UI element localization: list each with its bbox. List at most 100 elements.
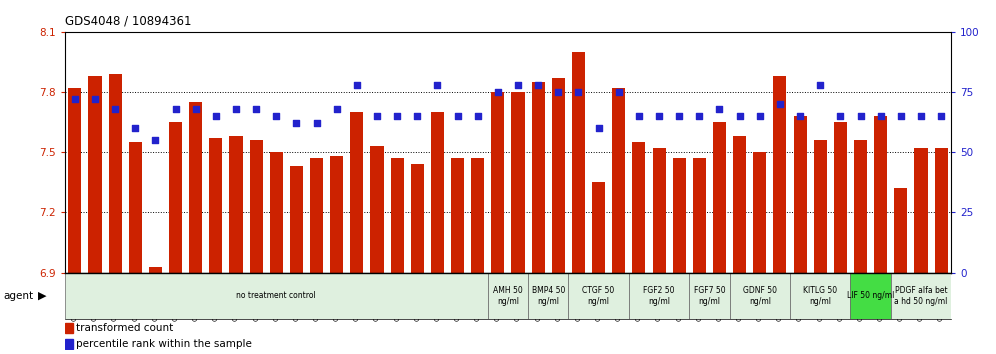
- Text: FGF7 50
ng/ml: FGF7 50 ng/ml: [693, 286, 725, 306]
- Bar: [814, 140, 827, 273]
- Point: [792, 113, 808, 119]
- Point: [711, 106, 727, 112]
- Bar: [89, 76, 102, 273]
- Bar: [65, 339, 73, 349]
- Point: [752, 113, 768, 119]
- Bar: [390, 158, 403, 273]
- Bar: [250, 140, 263, 273]
- Bar: [572, 52, 585, 273]
- Text: GDNF 50
ng/ml: GDNF 50 ng/ml: [743, 286, 777, 306]
- Bar: [569, 273, 628, 319]
- Point: [933, 113, 949, 119]
- Bar: [65, 324, 73, 333]
- Text: KITLG 50
ng/ml: KITLG 50 ng/ml: [803, 286, 838, 306]
- Bar: [528, 273, 569, 319]
- Bar: [65, 273, 488, 319]
- Point: [370, 113, 385, 119]
- Point: [289, 120, 305, 126]
- Point: [228, 106, 244, 112]
- Point: [833, 113, 849, 119]
- Text: PDGF alfa bet
a hd 50 ng/ml: PDGF alfa bet a hd 50 ng/ml: [894, 286, 947, 306]
- Bar: [592, 182, 606, 273]
- Bar: [773, 76, 787, 273]
- Point: [87, 96, 103, 102]
- Point: [147, 137, 163, 143]
- Point: [67, 96, 83, 102]
- Bar: [851, 273, 890, 319]
- Bar: [729, 273, 790, 319]
- Point: [571, 89, 587, 95]
- Point: [429, 82, 445, 88]
- Bar: [914, 148, 927, 273]
- Point: [872, 113, 888, 119]
- Point: [208, 113, 224, 119]
- Text: GDS4048 / 10894361: GDS4048 / 10894361: [65, 14, 191, 27]
- Bar: [890, 273, 951, 319]
- Bar: [874, 116, 887, 273]
- Bar: [552, 78, 565, 273]
- Text: LIF 50 ng/ml: LIF 50 ng/ml: [847, 291, 894, 300]
- Point: [268, 113, 284, 119]
- Point: [490, 89, 506, 95]
- Point: [510, 82, 526, 88]
- Bar: [410, 164, 424, 273]
- Bar: [894, 188, 907, 273]
- Bar: [431, 112, 444, 273]
- Bar: [672, 158, 686, 273]
- Text: no treatment control: no treatment control: [236, 291, 316, 300]
- Bar: [371, 146, 383, 273]
- Text: CTGF 50
ng/ml: CTGF 50 ng/ml: [583, 286, 615, 306]
- Point: [913, 113, 929, 119]
- Bar: [290, 166, 303, 273]
- Point: [853, 113, 869, 119]
- Bar: [693, 158, 706, 273]
- Point: [651, 113, 667, 119]
- Point: [732, 113, 748, 119]
- Text: AMH 50
ng/ml: AMH 50 ng/ml: [493, 286, 523, 306]
- Bar: [713, 122, 726, 273]
- Bar: [532, 82, 545, 273]
- Bar: [613, 88, 625, 273]
- Bar: [652, 148, 665, 273]
- Bar: [330, 156, 344, 273]
- Bar: [854, 140, 868, 273]
- Text: FGF2 50
ng/ml: FGF2 50 ng/ml: [643, 286, 675, 306]
- Bar: [128, 142, 141, 273]
- Point: [551, 89, 567, 95]
- Bar: [628, 273, 689, 319]
- Text: agent: agent: [3, 291, 33, 301]
- Point: [691, 113, 707, 119]
- Point: [449, 113, 465, 119]
- Bar: [733, 136, 746, 273]
- Bar: [794, 116, 807, 273]
- Text: BMP4 50
ng/ml: BMP4 50 ng/ml: [532, 286, 565, 306]
- Bar: [790, 273, 851, 319]
- Bar: [148, 267, 162, 273]
- Point: [671, 113, 687, 119]
- Point: [530, 82, 546, 88]
- Point: [470, 113, 486, 119]
- Bar: [169, 122, 182, 273]
- Point: [108, 106, 124, 112]
- Bar: [209, 138, 222, 273]
- Bar: [471, 158, 484, 273]
- Bar: [451, 158, 464, 273]
- Point: [892, 113, 908, 119]
- Point: [389, 113, 405, 119]
- Point: [409, 113, 425, 119]
- Point: [309, 120, 325, 126]
- Bar: [310, 158, 323, 273]
- Bar: [189, 102, 202, 273]
- Point: [167, 106, 183, 112]
- Bar: [753, 152, 766, 273]
- Bar: [632, 142, 645, 273]
- Bar: [69, 88, 82, 273]
- Point: [813, 82, 829, 88]
- Point: [187, 106, 203, 112]
- Point: [127, 125, 143, 131]
- Bar: [109, 74, 122, 273]
- Point: [591, 125, 607, 131]
- Text: ▶: ▶: [38, 291, 47, 301]
- Bar: [834, 122, 847, 273]
- Point: [329, 106, 345, 112]
